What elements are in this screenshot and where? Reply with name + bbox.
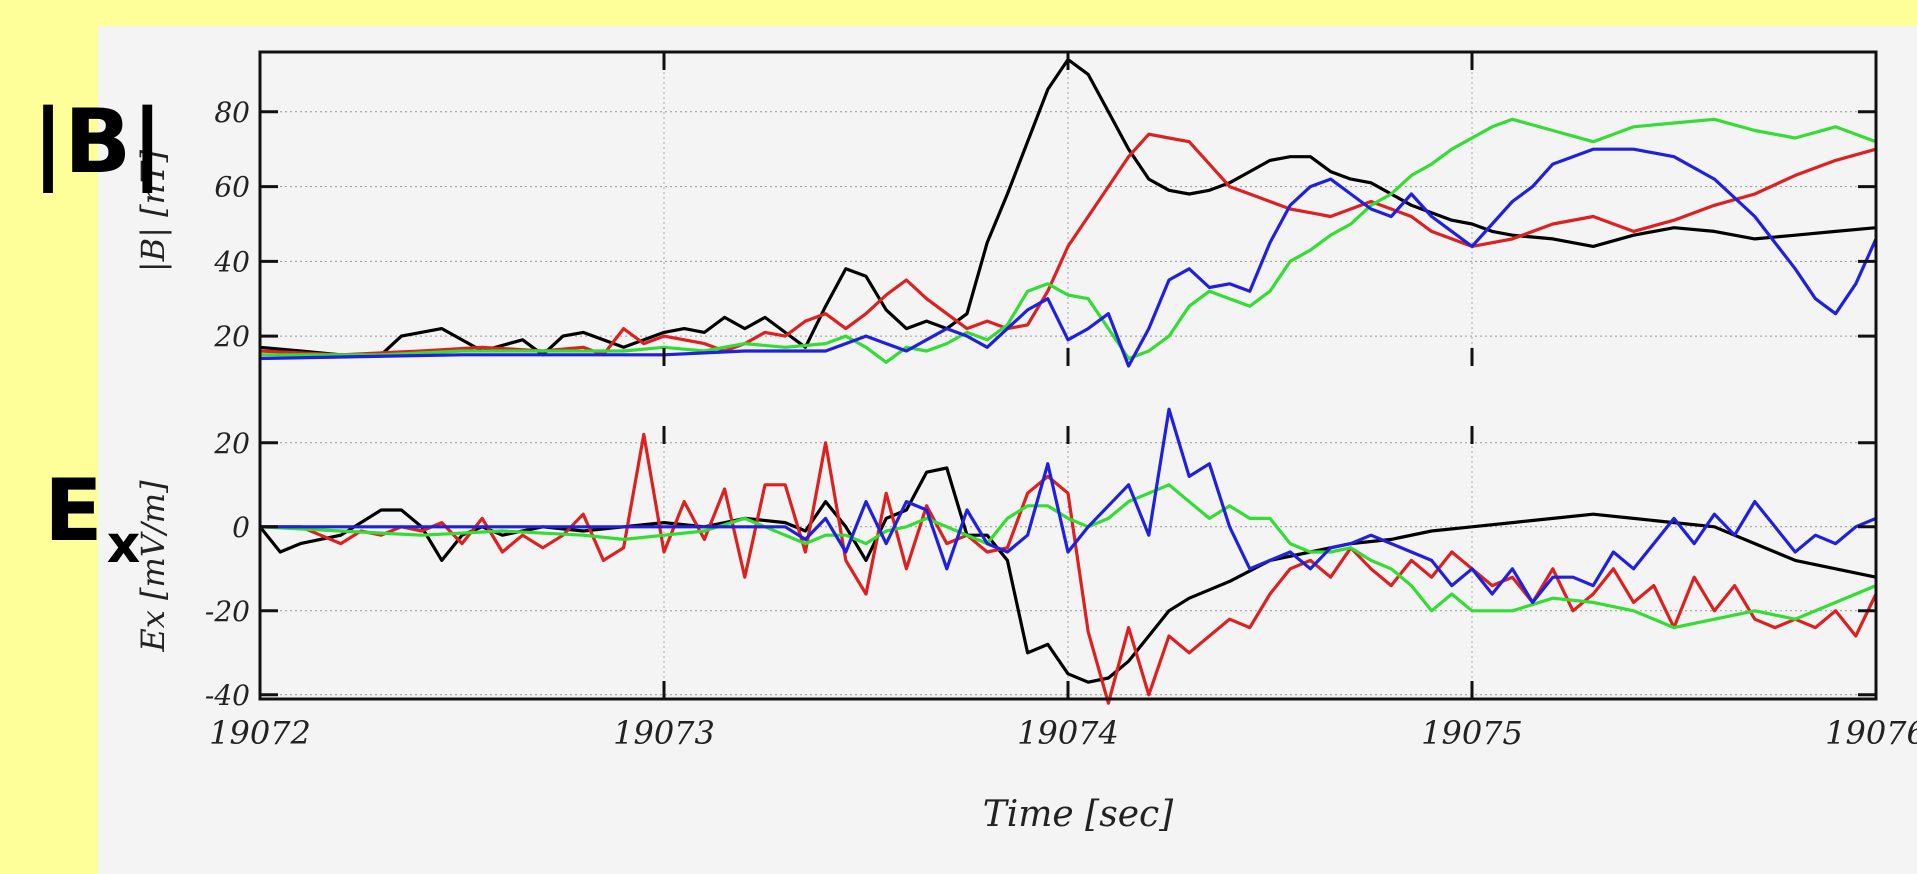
b-field-series-line-3 (259, 147, 1878, 368)
ex-field-side-label: Ex (44, 468, 140, 571)
x-tick-label: 19074 (1017, 714, 1119, 752)
y-tick-label: 60 (214, 171, 250, 204)
ex-field-y-axis-title: Ex [mV/m] (134, 480, 172, 653)
figure-panel: 20 40 60 80 |B| [nT] 20 0 -20 -40 Ex [mV/m] 19072 1… (98, 26, 1917, 874)
y-tick-label: -20 (205, 595, 250, 628)
b-field-series-line-0 (259, 57, 1877, 357)
ex-label-subscript: x (106, 515, 141, 575)
x-axis-title: Time [sec] (983, 794, 1174, 835)
x-tick-label: 19072 (209, 714, 311, 752)
x-tick-label: 19073 (613, 714, 715, 752)
b-field-y-axis-title: |B| [nT] (134, 149, 172, 272)
x-tick-label: 19075 (1421, 714, 1523, 752)
y-tick-label: 40 (213, 245, 250, 278)
y-tick-label: 20 (213, 427, 250, 460)
y-tick-label: 80 (214, 96, 250, 129)
y-tick-label: -40 (205, 679, 250, 712)
ex-field-series-line-2 (259, 483, 1877, 630)
y-tick-label: 20 (213, 320, 250, 353)
chart-svg: 20 40 60 80 |B| [nT] 20 0 -20 -40 Ex [mV/m] 19072 1… (134, 50, 1917, 835)
x-tick-label: 19076 (1825, 714, 1917, 752)
ex-field-series-line-1 (260, 432, 1878, 705)
b-field-series-line-1 (259, 132, 1877, 357)
b-field-series-line-2 (260, 117, 1877, 364)
b-field-side-label: |B| (32, 90, 164, 193)
y-tick-label: 0 (232, 511, 250, 544)
ex-field-series-line-3 (260, 407, 1877, 605)
ex-label-main: E (44, 461, 103, 561)
